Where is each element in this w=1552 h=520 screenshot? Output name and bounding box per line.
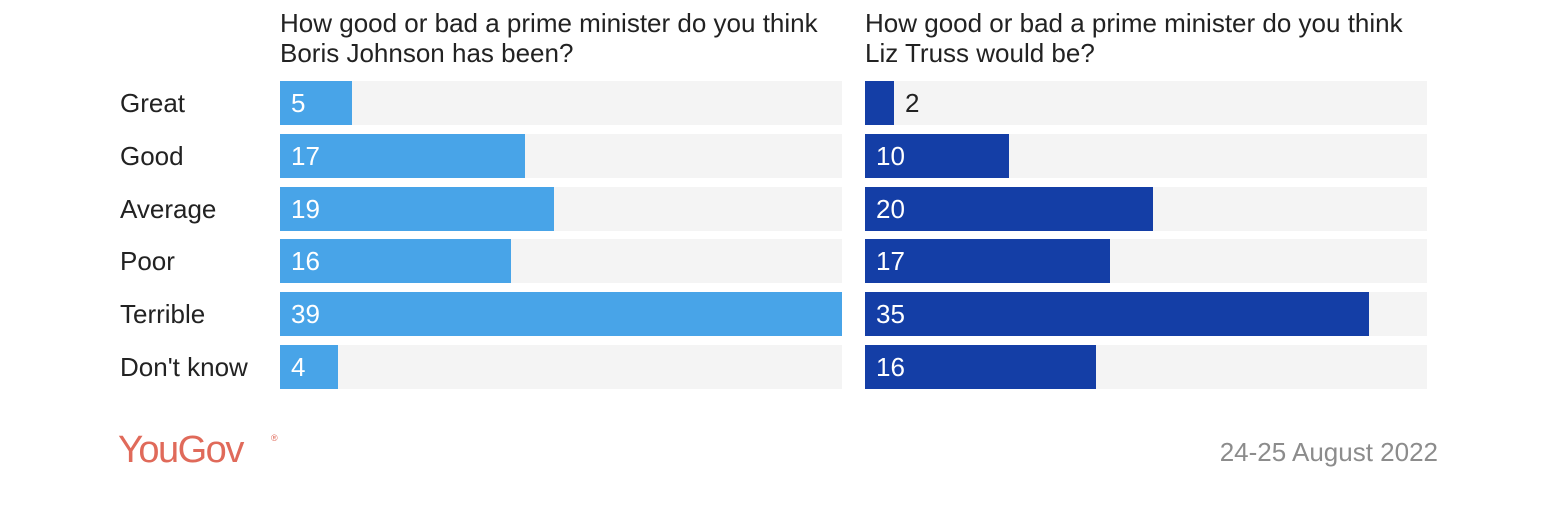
bar [865, 292, 1369, 336]
bar [865, 81, 894, 125]
bar-value-label: 10 [876, 141, 905, 171]
bar-track [865, 81, 1427, 125]
bar [280, 345, 338, 389]
bar-value-label: 20 [876, 194, 905, 224]
bar-value-label: 2 [905, 88, 920, 118]
category-label: Great [120, 88, 186, 118]
bar-value-label: 19 [291, 194, 320, 224]
yougov-logo: YouGov [118, 429, 244, 471]
bar-value-label: 16 [291, 246, 320, 276]
bar [280, 81, 352, 125]
bar-value-label: 5 [291, 88, 306, 118]
survey-date: 24-25 August 2022 [1219, 437, 1438, 467]
bar-value-label: 17 [876, 246, 905, 276]
bar [865, 345, 1096, 389]
category-label: Terrible [120, 299, 206, 329]
bar-value-label: 17 [291, 141, 320, 171]
bar [280, 292, 842, 336]
bar [280, 239, 511, 283]
category-label: Poor [120, 246, 175, 276]
category-label: Good [120, 141, 184, 171]
bar-value-label: 16 [876, 352, 905, 382]
bar [865, 239, 1110, 283]
panel-title-johnson: How good or bad a prime minister do you … [280, 8, 818, 68]
bar [280, 187, 554, 231]
category-label: Average [120, 194, 217, 224]
category-label: Don't know [120, 352, 248, 382]
registered-mark: ® [271, 433, 278, 443]
bar [280, 134, 525, 178]
bar-track [280, 81, 842, 125]
bar-track [280, 345, 842, 389]
bar [865, 134, 1009, 178]
bar-value-label: 39 [291, 299, 320, 329]
panel-title-truss: How good or bad a prime minister do you … [865, 8, 1403, 68]
bar-value-label: 4 [291, 352, 306, 382]
bar-value-label: 35 [876, 299, 905, 329]
bar [865, 187, 1153, 231]
